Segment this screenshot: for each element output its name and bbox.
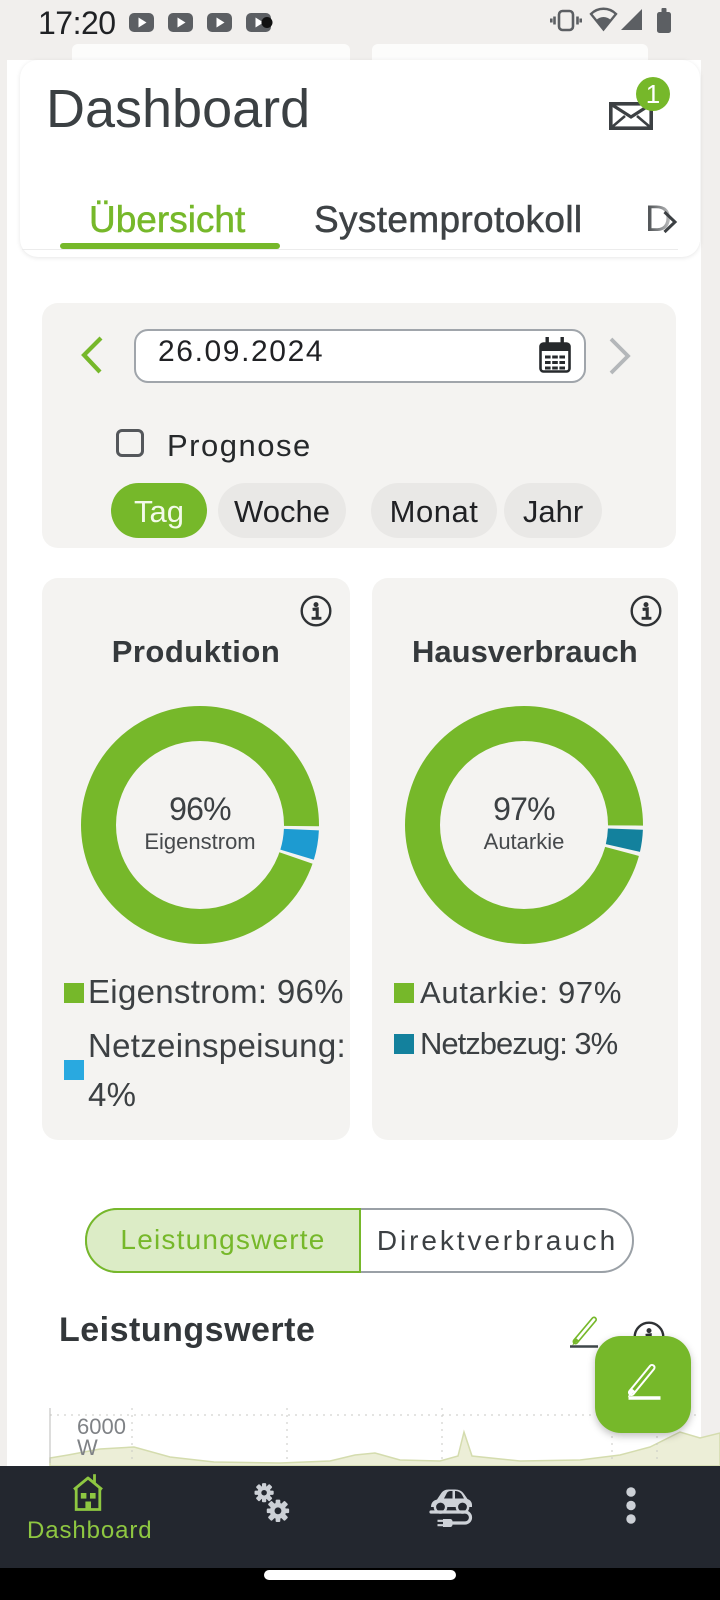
svg-text:1: 1	[646, 79, 660, 109]
